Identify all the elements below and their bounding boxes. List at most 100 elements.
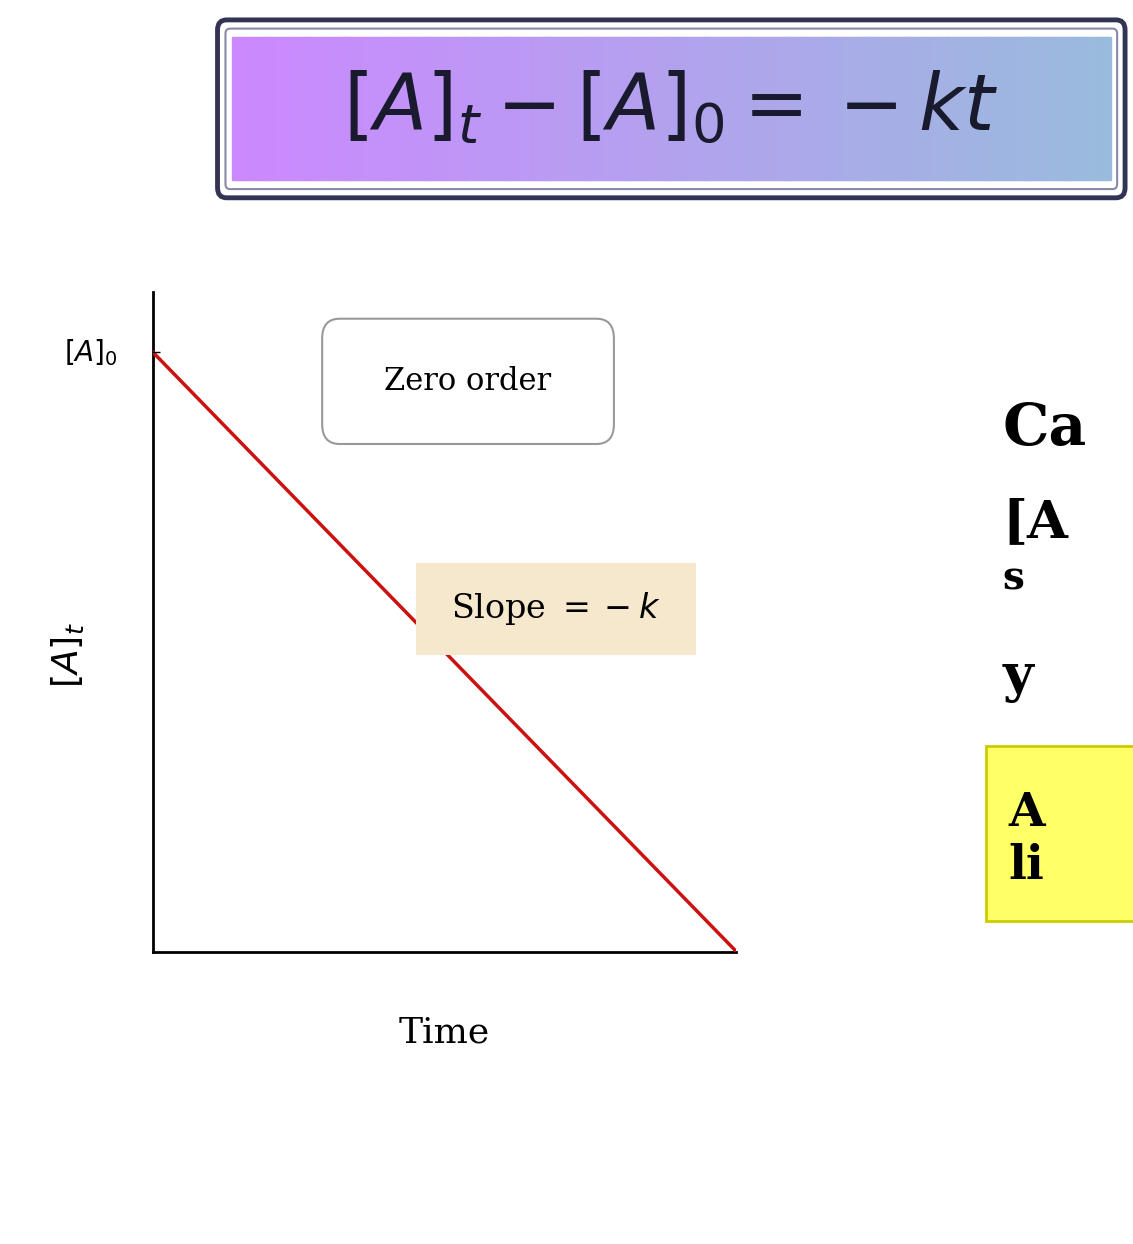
- Bar: [1075, 37, 1080, 180]
- Bar: [826, 37, 830, 180]
- Bar: [1043, 37, 1047, 180]
- Bar: [443, 37, 448, 180]
- Bar: [841, 37, 845, 180]
- Bar: [600, 37, 605, 180]
- Bar: [534, 37, 538, 180]
- Bar: [850, 37, 854, 180]
- Bar: [713, 37, 716, 180]
- Bar: [735, 37, 740, 180]
- Bar: [402, 37, 406, 180]
- Bar: [1064, 37, 1067, 180]
- Bar: [815, 37, 819, 180]
- Bar: [1070, 37, 1073, 180]
- Bar: [460, 37, 465, 180]
- Bar: [800, 37, 804, 180]
- Bar: [1084, 37, 1088, 180]
- Bar: [803, 37, 807, 180]
- Bar: [393, 37, 398, 180]
- Bar: [454, 37, 459, 180]
- Bar: [615, 37, 620, 180]
- Bar: [753, 37, 757, 180]
- Bar: [399, 37, 403, 180]
- Bar: [496, 37, 500, 180]
- Bar: [1060, 37, 1065, 180]
- Bar: [905, 37, 910, 180]
- Bar: [999, 37, 1003, 180]
- Bar: [896, 37, 901, 180]
- Bar: [607, 37, 611, 180]
- Bar: [489, 37, 494, 180]
- Bar: [232, 37, 237, 180]
- Bar: [944, 37, 947, 180]
- Bar: [291, 37, 295, 180]
- Bar: [900, 37, 904, 180]
- Bar: [452, 37, 455, 180]
- Bar: [891, 37, 895, 180]
- Bar: [499, 37, 503, 180]
- Bar: [920, 37, 925, 180]
- Bar: [985, 37, 988, 180]
- Bar: [642, 37, 646, 180]
- Bar: [247, 37, 250, 180]
- Bar: [299, 37, 304, 180]
- Bar: [610, 37, 614, 180]
- Bar: [423, 37, 426, 180]
- Bar: [563, 37, 568, 180]
- Bar: [1025, 37, 1030, 180]
- Bar: [537, 37, 540, 180]
- Bar: [789, 37, 792, 180]
- Bar: [236, 37, 239, 180]
- Bar: [855, 37, 860, 180]
- Bar: [250, 37, 254, 180]
- Bar: [861, 37, 866, 180]
- Bar: [903, 37, 906, 180]
- Bar: [718, 37, 722, 180]
- Bar: [1031, 37, 1036, 180]
- Bar: [695, 37, 699, 180]
- Bar: [397, 37, 400, 180]
- Text: s: s: [1003, 560, 1024, 597]
- Bar: [940, 37, 945, 180]
- Bar: [321, 37, 324, 180]
- Bar: [846, 37, 851, 180]
- Text: Time: Time: [399, 1015, 491, 1050]
- Bar: [654, 37, 658, 180]
- Bar: [1087, 37, 1091, 180]
- Bar: [868, 37, 871, 180]
- Bar: [911, 37, 915, 180]
- Bar: [1107, 37, 1111, 180]
- Bar: [478, 37, 483, 180]
- Bar: [604, 37, 608, 180]
- Bar: [624, 37, 629, 180]
- Bar: [580, 37, 585, 180]
- Bar: [637, 37, 640, 180]
- Bar: [639, 37, 644, 180]
- Bar: [700, 37, 705, 180]
- Bar: [923, 37, 927, 180]
- Bar: [238, 37, 242, 180]
- Bar: [256, 37, 259, 180]
- Bar: [560, 37, 564, 180]
- Bar: [589, 37, 594, 180]
- Bar: [390, 37, 394, 180]
- Bar: [838, 37, 842, 180]
- Bar: [949, 37, 954, 180]
- Bar: [818, 37, 821, 180]
- Bar: [1051, 37, 1056, 180]
- Bar: [680, 37, 684, 180]
- Bar: [918, 37, 921, 180]
- Bar: [876, 37, 880, 180]
- Bar: [870, 37, 875, 180]
- Bar: [1096, 37, 1100, 180]
- Bar: [378, 37, 383, 180]
- Bar: [768, 37, 772, 180]
- Bar: [1101, 37, 1106, 180]
- Bar: [622, 37, 625, 180]
- Bar: [894, 37, 897, 180]
- Bar: [1079, 37, 1082, 180]
- Text: [A: [A: [1003, 498, 1068, 547]
- Bar: [314, 37, 318, 180]
- Bar: [689, 37, 693, 180]
- Bar: [578, 37, 581, 180]
- Bar: [988, 37, 991, 180]
